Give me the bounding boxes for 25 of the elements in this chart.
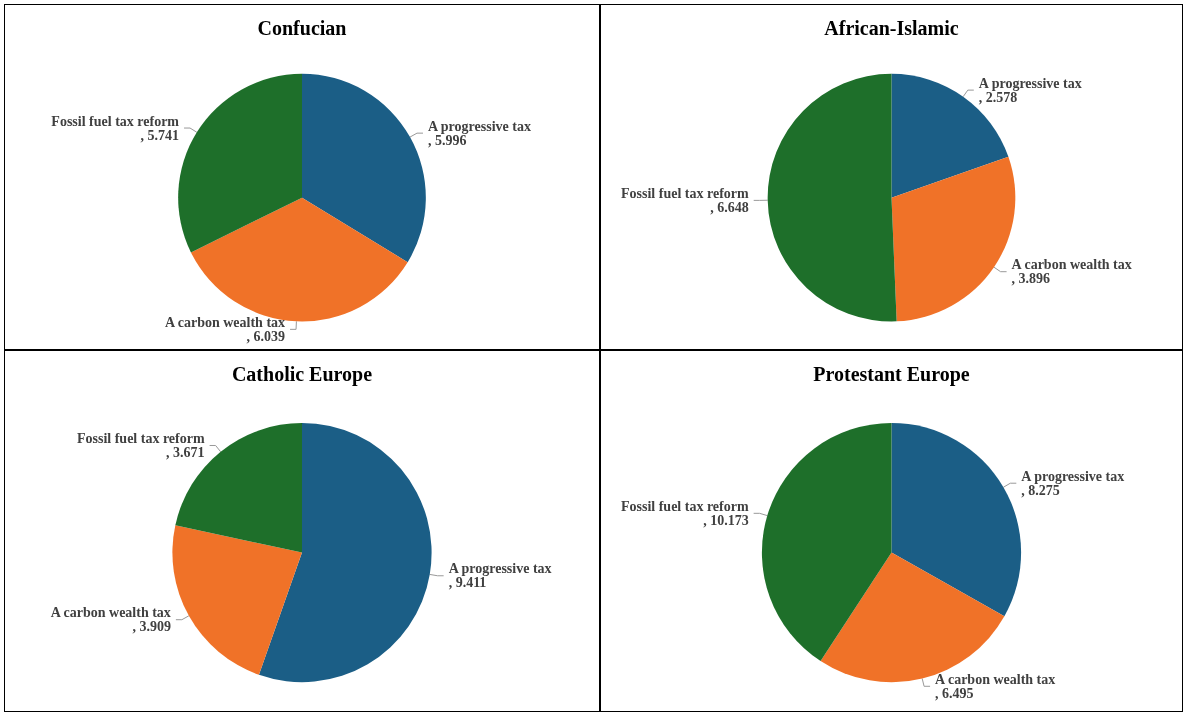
data-label: , 6.495 [935, 685, 974, 701]
slice-label: A carbon wealth tax [935, 671, 1056, 687]
data-label: , 9.411 [448, 575, 487, 591]
slice-label: Fossil fuel tax reform [51, 113, 180, 129]
chart-title: Protestant Europe [813, 363, 970, 386]
slice-label: Fossil fuel tax reform [76, 431, 205, 446]
data-label: , 10.173 [703, 512, 749, 528]
data-label: , 3.671 [166, 445, 205, 460]
data-label: , 6.648 [710, 199, 749, 215]
data-label: , 5.741 [140, 127, 180, 143]
slice-label: Fossil fuel tax reform [621, 185, 750, 201]
chart-title: Confucian [257, 17, 347, 39]
chart-title: African-Islamic [824, 17, 959, 39]
slice-label: A progressive tax [1021, 468, 1125, 484]
slice-label: A carbon wealth tax [1011, 257, 1132, 273]
data-label: , 3.909 [132, 619, 171, 635]
slice-label: A progressive tax [978, 75, 1082, 91]
slice-label: A carbon wealth tax [164, 314, 286, 330]
slice-label: A progressive tax [427, 118, 531, 134]
chart-title: Catholic Europe [231, 363, 373, 386]
slice-label: A carbon wealth tax [50, 605, 171, 621]
data-label: , 6.039 [246, 328, 286, 344]
data-label: , 3.896 [1011, 271, 1051, 287]
slice-label: Fossil fuel tax reform [620, 498, 749, 514]
slice-label: A progressive tax [448, 561, 552, 577]
